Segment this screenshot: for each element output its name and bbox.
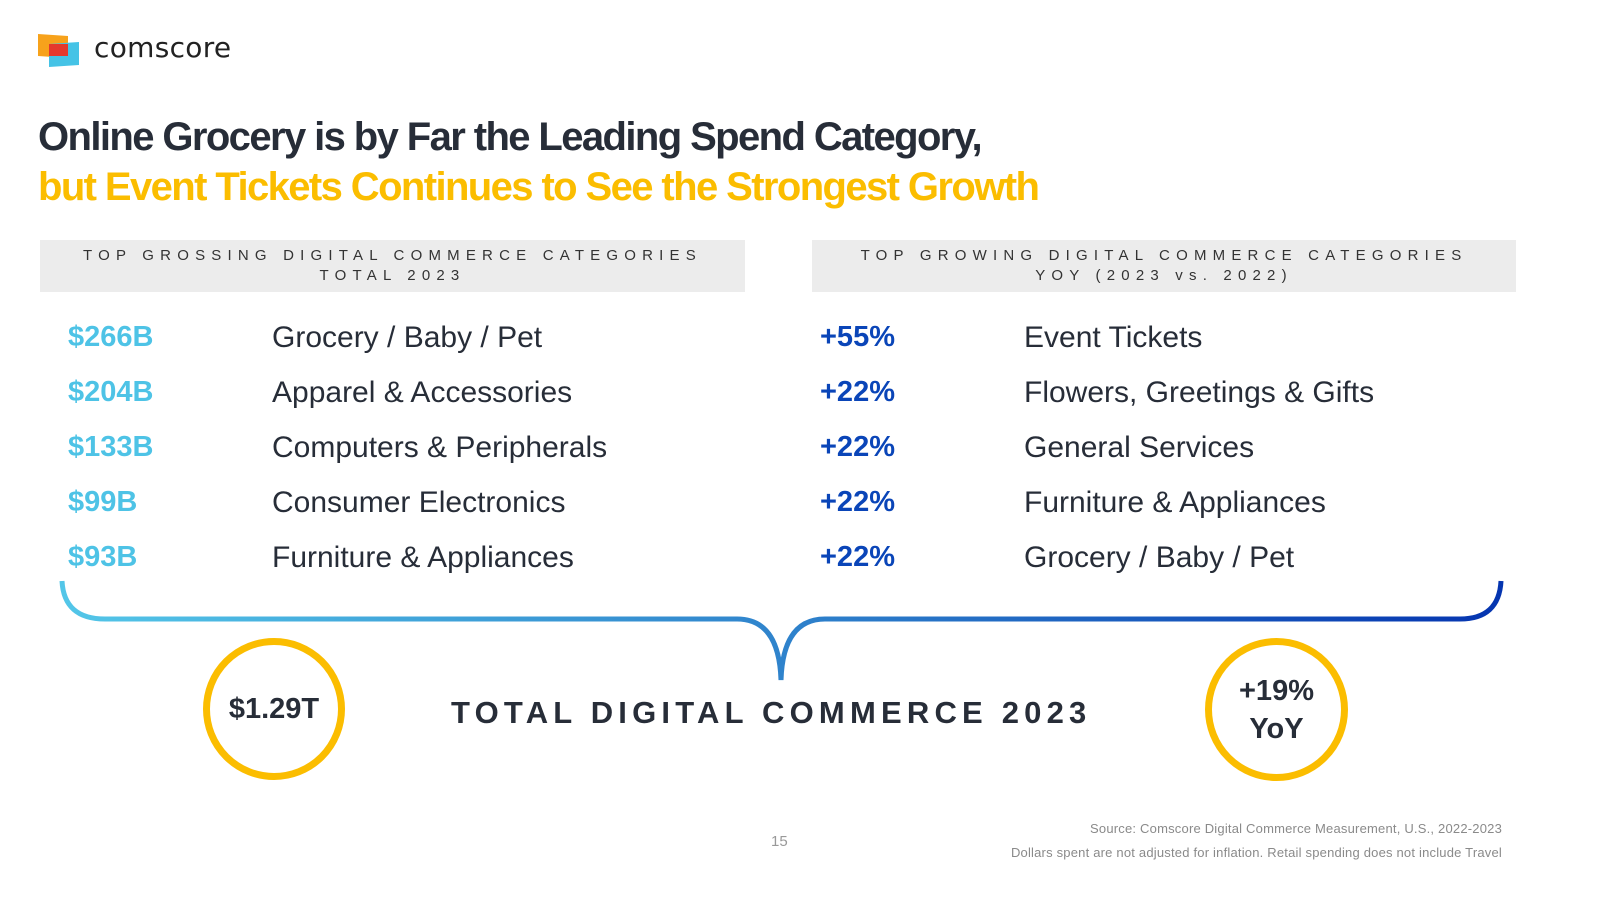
yoy-growth-label: YoY: [1249, 712, 1304, 745]
list-item: $93B Furniture & Appliances: [68, 530, 607, 585]
list-item: +22% Grocery / Baby / Pet: [820, 530, 1374, 585]
brand-name: comscore: [94, 31, 232, 64]
growth-value: +22%: [820, 541, 895, 573]
source-text: Source: Comscore Digital Commerce Measur…: [1090, 821, 1502, 836]
top-growing-header-subtitle: YOY (2023 vs. 2022): [1035, 267, 1293, 284]
total-digital-commerce-label: TOTAL DIGITAL COMMERCE 2023: [451, 695, 1092, 730]
category-name: Event Tickets: [1024, 320, 1203, 354]
total-value-circle: $1.29T: [203, 638, 345, 780]
growth-value: +55%: [820, 321, 895, 353]
headline-line-2: but Event Tickets Continues to See the S…: [38, 165, 1040, 209]
category-name: Grocery / Baby / Pet: [1024, 540, 1295, 574]
growth-value: +22%: [820, 376, 895, 408]
top-grossing-header: TOP GROSSING DIGITAL COMMERCE CATEGORIES…: [40, 240, 745, 292]
comscore-logo: comscore: [38, 31, 231, 69]
top-grossing-list: $266B Grocery / Baby / Pet $204B Apparel…: [68, 310, 607, 585]
top-growing-header-title: TOP GROWING DIGITAL COMMERCE CATEGORIES: [860, 247, 1468, 264]
headline-line-1: Online Grocery is by Far the Leading Spe…: [38, 115, 983, 159]
spend-value: $133B: [68, 431, 154, 463]
list-item: +22% General Services: [820, 420, 1374, 475]
yoy-growth-circle: +19% YoY: [1205, 638, 1348, 781]
list-item: $204B Apparel & Accessories: [68, 365, 607, 420]
growth-value: +22%: [820, 486, 895, 518]
comscore-logo-icon: [38, 33, 82, 69]
top-grossing-header-title: TOP GROSSING DIGITAL COMMERCE CATEGORIES: [83, 247, 702, 264]
top-growing-list: +55% Event Tickets +22% Flowers, Greetin…: [820, 310, 1374, 585]
list-item: +55% Event Tickets: [820, 310, 1374, 365]
category-name: General Services: [1024, 430, 1255, 464]
list-item: $133B Computers & Peripherals: [68, 420, 607, 475]
spend-value: $266B: [68, 321, 154, 353]
spend-value: $99B: [68, 486, 138, 518]
list-item: $266B Grocery / Baby / Pet: [68, 310, 607, 365]
top-grossing-header-subtitle: TOTAL 2023: [319, 267, 466, 284]
source-note: Source: Comscore Digital Commerce Measur…: [1011, 817, 1502, 865]
page-number: 15: [771, 833, 788, 850]
category-name: Computers & Peripherals: [272, 430, 608, 464]
inflation-note: Dollars spent are not adjusted for infla…: [1010, 845, 1502, 860]
category-name: Apparel & Accessories: [272, 375, 573, 409]
total-value: $1.29T: [228, 692, 320, 725]
slide-headline: Online Grocery is by Far the Leading Spe…: [38, 112, 1040, 212]
category-name: Consumer Electronics: [272, 485, 566, 519]
growth-value: +22%: [820, 431, 895, 463]
list-item: +22% Furniture & Appliances: [820, 475, 1374, 530]
category-name: Furniture & Appliances: [272, 540, 574, 574]
category-name: Flowers, Greetings & Gifts: [1024, 375, 1375, 409]
list-item: $99B Consumer Electronics: [68, 475, 607, 530]
category-name: Furniture & Appliances: [1024, 485, 1326, 519]
list-item: +22% Flowers, Greetings & Gifts: [820, 365, 1374, 420]
spend-value: $204B: [68, 376, 154, 408]
top-growing-header: TOP GROWING DIGITAL COMMERCE CATEGORIES …: [812, 240, 1516, 292]
category-name: Grocery / Baby / Pet: [272, 320, 543, 354]
yoy-growth-value: +19%: [1239, 674, 1314, 707]
spend-value: $93B: [68, 541, 138, 573]
